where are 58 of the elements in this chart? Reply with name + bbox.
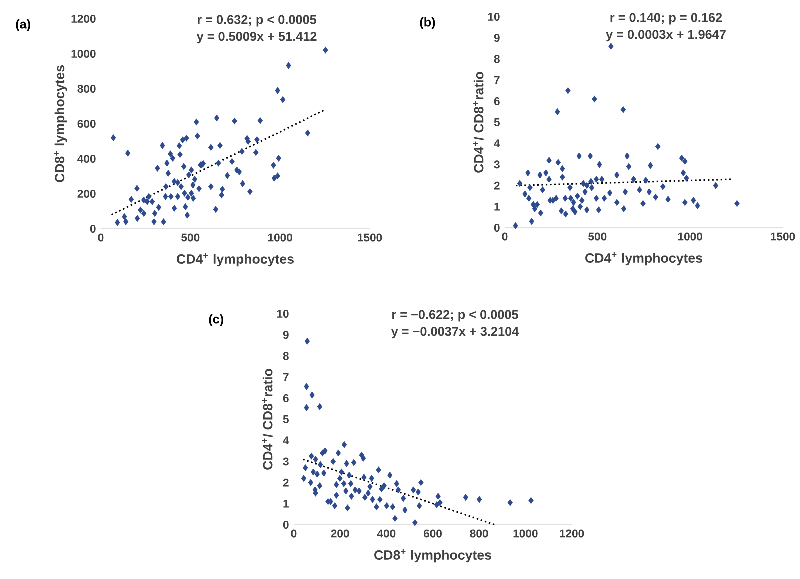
x-tick-label: 1500 — [771, 232, 796, 241]
x-tick-label: 1500 — [358, 234, 382, 242]
y-tick-label: 4 — [283, 436, 290, 444]
y-axis-title: CD4$^{+}$/ CD8$^{+}$ratio — [473, 72, 484, 173]
x-axis-title: CD4$^{+}$ lymphocytes — [586, 252, 702, 266]
y-tick-label: 4 — [494, 140, 500, 148]
annotation: y = 0.5009x + 51.412 — [196, 32, 317, 44]
y-tick-label: 9 — [494, 34, 500, 42]
x-tick-label: 400 — [377, 530, 396, 538]
y-tick-label: 10 — [277, 310, 289, 318]
y-tick-label: 0 — [494, 224, 500, 232]
annotation: r = −0.622; p < 0.0005 — [392, 310, 518, 322]
y-axis-title: CD8$^{+}$ lymphocytes — [54, 66, 68, 182]
y-tick-label: 3 — [283, 458, 289, 466]
x-tick-label: 600 — [424, 530, 442, 538]
y-tick-label: 8 — [283, 352, 289, 360]
y-tick-label: 7 — [283, 373, 289, 382]
y-tick-label: 1000 — [72, 50, 96, 58]
y-tick-label: 2 — [494, 182, 500, 190]
x-tick-label: 800 — [470, 530, 488, 538]
annotation: y = 0.0003x + 1.9647 — [606, 30, 726, 42]
y-tick-label: 600 — [78, 120, 96, 128]
y-tick-label: 0 — [283, 520, 289, 530]
x-axis-title: CD4$^{+}$ lymphocytes — [177, 254, 294, 267]
annotation: r = 0.140; p = 0.162 — [610, 13, 722, 25]
y-tick-label: 0 — [90, 224, 96, 234]
chart-title: (a) — [16, 20, 30, 32]
y-tick-label: 5 — [283, 416, 289, 424]
chart-title: (b) — [420, 17, 436, 30]
y-tick-label: 1 — [284, 500, 289, 508]
x-tick-label: 0 — [502, 232, 508, 241]
x-tick-label: 0 — [291, 530, 297, 538]
x-axis-title: CD8$^{+}$ lymphocytes — [374, 550, 492, 563]
y-tick-label: 1200 — [72, 14, 96, 24]
x-tick-label: 1000 — [678, 232, 702, 241]
x-tick-label: 200 — [331, 530, 350, 538]
x-tick-label: 0 — [98, 234, 104, 242]
x-tick-label: 500 — [182, 234, 200, 242]
y-tick-label: 1 — [494, 202, 500, 211]
chart-title: (c) — [209, 314, 224, 326]
x-tick-label: 1200 — [560, 530, 584, 538]
y-tick-label: 2 — [283, 478, 289, 487]
y-tick-label: 8 — [494, 55, 500, 64]
y-tick-label: 9 — [283, 331, 289, 340]
y-tick-label: 10 — [488, 12, 500, 22]
annotation: y = −0.0037x + 3.2104 — [391, 327, 520, 339]
x-tick-label: 500 — [588, 232, 607, 241]
x-tick-label: 1000 — [514, 530, 538, 538]
y-tick-label: 6 — [283, 394, 289, 402]
y-tick-label: 200 — [78, 190, 96, 198]
annotation: r = 0.632; p < 0.0005 — [198, 15, 317, 27]
y-tick-label: 7 — [494, 76, 500, 84]
y-tick-label: 5 — [494, 118, 500, 126]
y-tick-label: 6 — [494, 97, 500, 106]
y-axis-title: CD4$^{+}$/ CD8$^{+}$ratio — [262, 369, 273, 470]
y-tick-label: 400 — [78, 154, 96, 164]
y-tick-label: 800 — [78, 84, 96, 94]
y-tick-label: 3 — [494, 160, 500, 169]
